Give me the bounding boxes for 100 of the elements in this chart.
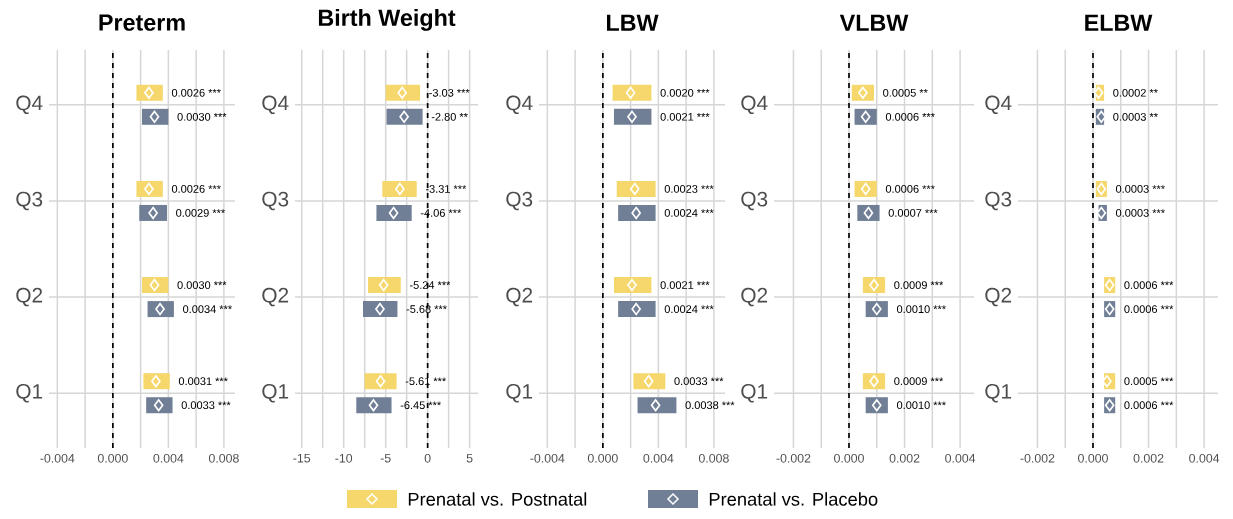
bar xyxy=(612,84,652,101)
x-tick-label: 0.002 xyxy=(1133,453,1164,463)
x-tick-label: 0 xyxy=(424,453,431,463)
data-label: 0.0006 *** xyxy=(885,185,935,193)
data-label: 0.0024 *** xyxy=(664,209,714,217)
bar xyxy=(618,301,656,318)
y-tick-label: Q2 xyxy=(262,287,289,307)
bar xyxy=(363,301,398,318)
bar xyxy=(618,204,656,221)
chart-title: LBW xyxy=(607,14,659,31)
x-tick-label: 0.000 xyxy=(834,453,864,463)
data-label: 0.0026 *** xyxy=(171,88,221,97)
chart-title: Birth Weight xyxy=(318,8,456,31)
data-label: 0.0026 *** xyxy=(171,185,221,193)
y-tick-label: Q4 xyxy=(506,95,533,115)
y-tick-label: Q1 xyxy=(741,383,768,403)
y-tick-label: Q3 xyxy=(985,191,1012,211)
data-label: 0.0030 *** xyxy=(177,281,227,289)
bar xyxy=(385,84,421,101)
data-label: 0.0033 *** xyxy=(674,377,724,386)
x-tick-label: 5 xyxy=(466,453,473,463)
x-tick-label: 0.004 xyxy=(1189,453,1220,463)
y-tick-label: Q2 xyxy=(506,287,533,307)
bar xyxy=(633,373,666,390)
data-label: 0.0009 *** xyxy=(894,377,944,386)
y-tick-label: Q1 xyxy=(985,383,1012,403)
x-tick-label: 0.008 xyxy=(208,453,239,463)
bar xyxy=(364,373,397,390)
data-label: 0.0003 *** xyxy=(1115,185,1165,193)
data-label: 0.0002 ** xyxy=(1113,88,1158,97)
data-label: -3.03 *** xyxy=(429,88,470,97)
data-label: 0.0024 *** xyxy=(664,305,714,313)
data-label: 0.0010 *** xyxy=(896,305,946,313)
y-tick-label: Q4 xyxy=(262,95,289,115)
y-tick-label: Q4 xyxy=(741,95,768,115)
bar xyxy=(637,397,677,414)
data-label: 0.0003 ** xyxy=(1113,112,1158,121)
data-label: 0.0021 *** xyxy=(660,281,710,289)
x-tick-label: -5 xyxy=(380,453,391,463)
legend-label: Prenatal vs. Postnatal xyxy=(408,492,587,506)
y-tick-label: Q3 xyxy=(506,191,533,211)
x-tick-label: 0.004 xyxy=(153,453,184,463)
data-label: 0.0006 *** xyxy=(1124,281,1174,289)
data-label: 0.0006 *** xyxy=(885,112,935,121)
data-label: 0.0020 *** xyxy=(660,88,710,97)
x-tick-label: 0.000 xyxy=(587,453,618,463)
data-label: 0.0007 *** xyxy=(888,209,938,217)
chart-title: ELBW xyxy=(1085,14,1153,31)
bar xyxy=(616,180,656,197)
x-tick-label: 0.000 xyxy=(1078,453,1108,463)
y-tick-label: Q2 xyxy=(16,287,43,307)
y-tick-label: Q4 xyxy=(985,95,1012,115)
y-tick-label: Q3 xyxy=(741,191,768,211)
y-tick-label: Q3 xyxy=(262,191,289,211)
data-label: -5.61 *** xyxy=(405,377,447,386)
bar xyxy=(356,397,392,414)
x-tick-label: 0.008 xyxy=(698,453,729,463)
legend-label: Prenatal vs. Placebo xyxy=(709,492,878,506)
data-label: -2.80 ** xyxy=(431,112,468,121)
data-label: -5.68 *** xyxy=(406,305,447,313)
data-label: -3.31 *** xyxy=(425,185,467,193)
bar xyxy=(146,397,173,414)
y-tick-label: Q3 xyxy=(16,191,43,211)
data-label: 0.0038 *** xyxy=(685,401,735,410)
x-tick-label: 0.004 xyxy=(643,453,674,463)
data-label: 0.0029 *** xyxy=(176,209,225,217)
data-label: 0.0003 *** xyxy=(1115,209,1165,217)
bar xyxy=(613,108,652,125)
chart-title: VLBW xyxy=(839,14,909,31)
y-tick-label: Q1 xyxy=(262,383,289,403)
bar xyxy=(613,277,652,294)
y-tick-label: Q2 xyxy=(985,287,1012,307)
data-label: 0.0023 *** xyxy=(664,185,714,193)
x-tick-label: -0.004 xyxy=(40,453,75,463)
bar xyxy=(382,180,417,197)
x-tick-label: -0.004 xyxy=(530,453,565,463)
bar xyxy=(376,204,412,221)
x-tick-label: -15 xyxy=(293,453,311,463)
bar xyxy=(143,373,170,390)
data-label: 0.0033 *** xyxy=(181,401,231,410)
data-label: 0.0005 ** xyxy=(883,88,928,97)
bar xyxy=(136,180,163,197)
data-label: 0.0010 *** xyxy=(896,401,946,410)
y-tick-label: Q1 xyxy=(16,383,43,403)
data-label: 0.0009 *** xyxy=(894,281,944,289)
data-label: 0.0034 *** xyxy=(183,305,232,313)
data-label: -4.06 *** xyxy=(420,209,462,217)
data-label: 0.0021 *** xyxy=(660,112,710,121)
x-tick-label: 0.000 xyxy=(97,453,128,463)
y-tick-label: Q4 xyxy=(16,95,43,115)
x-tick-label: 0.002 xyxy=(889,453,920,463)
data-label: 0.0006 *** xyxy=(1124,305,1174,313)
bar xyxy=(136,84,163,101)
chart-title: Preterm xyxy=(99,14,185,31)
data-label: 0.0030 *** xyxy=(177,112,227,121)
x-tick-label: 0.004 xyxy=(945,453,976,463)
x-tick-label: -0.002 xyxy=(1020,453,1055,463)
data-label: 0.0031 *** xyxy=(178,377,228,386)
x-tick-label: -0.002 xyxy=(776,453,811,463)
data-label: -6.45 *** xyxy=(400,401,441,410)
